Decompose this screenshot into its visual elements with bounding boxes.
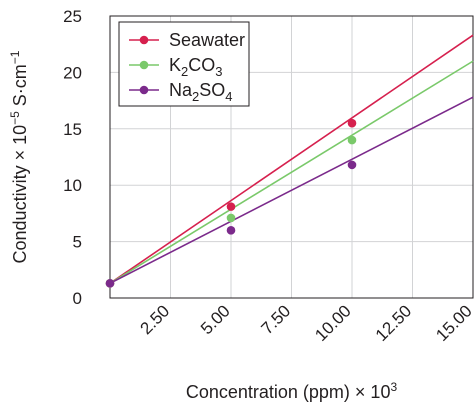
series-line [109,34,474,284]
series-line [109,96,474,285]
data-point [347,118,357,128]
x-tick-label: 12.50 [372,301,416,345]
data-point [226,213,236,223]
series-group [105,34,474,288]
legend-label: Seawater [169,30,245,50]
data-point [347,160,357,170]
legend-swatch-marker [139,85,149,95]
x-axis-title-text: Concentration (ppm) × 10 [186,382,391,402]
plot-frame [109,15,474,299]
data-point [347,135,357,145]
x-axis-title: Concentration (ppm) × 103 [186,380,398,402]
legend-label: K2CO3 [169,55,222,79]
x-tick-label: 15.00 [432,301,474,345]
x-axis-title-exponent: 3 [390,380,397,394]
x-tick-label: 7.50 [257,301,294,338]
y-axis-title-unit: S·cm [10,64,30,111]
y-tick-label: 10 [63,176,82,195]
y-tick-label: 0 [73,289,82,308]
y-tick-label: 20 [63,63,82,82]
series-line [109,60,474,285]
data-point [105,279,115,288]
y-tick-label: 15 [63,120,82,139]
legend-label: Na2SO4 [169,80,233,104]
data-point [226,226,236,235]
legend-swatch-marker [139,35,149,45]
x-tick-label: 5.00 [197,301,234,338]
y-tick-label: 25 [63,7,82,26]
y-axis-title-text: Conductivity × 10 [10,125,30,264]
legend-swatch-marker [139,60,149,70]
y-axis-title-unit-exponent: −1 [8,50,22,64]
y-axis-title-exponent: −5 [8,111,22,125]
x-tick-label: 10.00 [311,301,355,345]
y-tick-label: 5 [73,233,82,252]
x-tick-label: 2.50 [136,301,173,338]
y-axis-title: Conductivity × 10−5 S·cm−1 [8,50,30,263]
data-point [226,202,236,211]
